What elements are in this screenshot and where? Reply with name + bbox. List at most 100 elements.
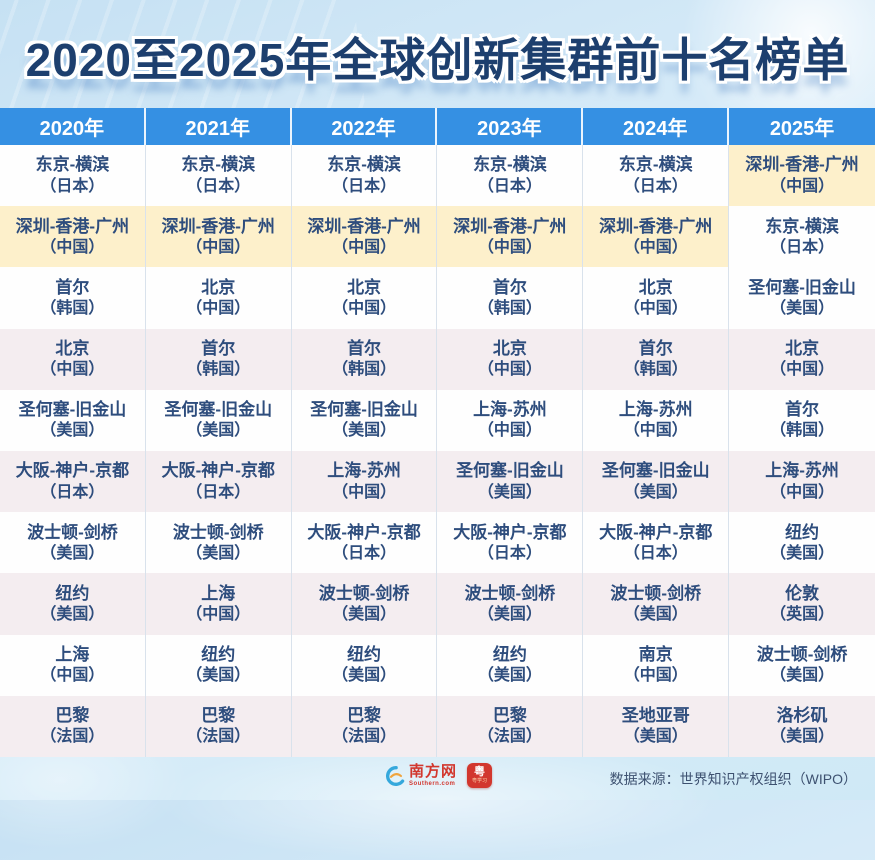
cluster-country: （韩国）	[40, 300, 105, 318]
cluster-name: 北京	[55, 339, 90, 359]
cluster-name: 纽约	[347, 644, 382, 664]
cluster-name: 东京-横滨	[35, 155, 110, 175]
table-cell-rank4-2021年: 首尔 （韩国）	[145, 328, 292, 390]
cluster-name: 首尔	[638, 339, 673, 359]
cluster-name: 波士顿-剑桥	[318, 583, 410, 603]
cluster-country: （美国）	[623, 728, 688, 746]
cluster-country: （法国）	[477, 728, 542, 746]
cluster-name: 波士顿-剑桥	[610, 583, 702, 603]
cluster-country: （中国）	[477, 361, 542, 379]
cluster-country: （中国）	[332, 238, 397, 256]
cluster-name: 东京-横滨	[327, 155, 401, 175]
cluster-country: （韩国）	[623, 361, 688, 379]
table-cell-rank3-2024年: 北京 （中国）	[583, 267, 730, 329]
southern-net-logo: 南方网 Southern.com	[386, 764, 457, 787]
cluster-country: （日本）	[186, 483, 251, 501]
table-cell-rank10-2020年: 巴黎 （法国）	[0, 695, 146, 757]
table-cell-rank4-2025年: 北京 （中国）	[729, 328, 875, 390]
cluster-name: 波士顿-剑桥	[172, 522, 264, 542]
table-cell-rank1-2025年: 深圳-香港-广州 （中国）	[729, 145, 875, 207]
cluster-country: （中国）	[40, 238, 105, 256]
cluster-country: （中国）	[40, 361, 105, 379]
cluster-name: 北京	[201, 277, 236, 297]
cluster-country: （韩国）	[186, 361, 251, 379]
cluster-country: （日本）	[332, 544, 397, 562]
table-cell-rank1-2024年: 东京-横滨 （日本）	[583, 145, 730, 207]
column-header-2020年: 2020年	[0, 108, 146, 145]
cluster-name: 上海	[201, 583, 236, 603]
cluster-country: （中国）	[332, 483, 397, 501]
cluster-name: 巴黎	[492, 706, 527, 726]
innovation-cluster-ranking-table: 2020年 2021年 2022年 2023年 2024年 2025年 东京-横滨 （日本）…	[0, 108, 875, 757]
table-cell-rank1-2023年: 东京-横滨 （日本）	[437, 145, 584, 207]
cluster-name: 圣何塞-旧金山	[164, 400, 273, 420]
cluster-name: 北京	[347, 277, 382, 297]
cluster-name: 纽约	[55, 583, 90, 603]
cluster-country: （美国）	[770, 667, 835, 685]
yuexuexi-glyph: 粤	[474, 766, 486, 778]
column-header-2025年: 2025年	[769, 118, 835, 140]
data-source-label: 数据来源：世界知识产权组织（WIPO）	[609, 770, 857, 787]
table-cell-rank10-2023年: 巴黎 （法国）	[437, 695, 584, 757]
cluster-name: 北京	[638, 277, 673, 297]
cluster-name: 巴黎	[55, 706, 90, 726]
cluster-country: （中国）	[40, 667, 105, 685]
cluster-country: （美国）	[477, 606, 542, 624]
table-cell-rank8-2022年: 波士顿-剑桥 （美国）	[291, 573, 438, 635]
table-cell-rank5-2023年: 上海-苏州 （中国）	[437, 389, 584, 451]
cluster-country: （英国）	[770, 606, 835, 624]
cluster-country: （中国）	[477, 422, 542, 440]
cluster-country: （中国）	[770, 361, 835, 379]
cluster-name: 圣何塞-旧金山	[18, 400, 127, 420]
table-cell-rank9-2021年: 纽约 （美国）	[145, 634, 292, 696]
cluster-country: （日本）	[40, 177, 105, 195]
cluster-name: 南京	[638, 644, 673, 664]
cluster-country: （中国）	[186, 300, 251, 318]
cluster-name: 伦敦	[785, 583, 820, 603]
cluster-country: （美国）	[623, 606, 688, 624]
table-cell-rank8-2020年: 纽约 （美国）	[0, 573, 146, 635]
table-cell-rank6-2022年: 上海-苏州 （中国）	[291, 450, 438, 513]
cluster-country: （中国）	[623, 238, 688, 256]
table-cell-rank3-2025年: 圣何塞-旧金山 （美国）	[729, 267, 875, 329]
cluster-name: 大阪-神户-京都	[161, 461, 275, 481]
publisher-logos: 南方网 Southern.com 粤 粤学习	[386, 763, 493, 788]
table-cell-rank3-2023年: 首尔 （韩国）	[437, 267, 584, 329]
cluster-name: 深圳-香港-广州	[161, 216, 275, 236]
cluster-name: 圣何塞-旧金山	[456, 461, 564, 481]
yuexuexi-app-icon: 粤 粤学习	[467, 763, 493, 788]
table-cell-rank5-2021年: 圣何塞-旧金山 （美国）	[145, 389, 292, 451]
cluster-country: （法国）	[332, 728, 397, 746]
table-cell-rank4-2023年: 北京 （中国）	[437, 328, 584, 390]
southern-net-swirl-icon	[386, 765, 406, 786]
table-cell-rank7-2022年: 大阪-神户-京都 （日本）	[291, 512, 438, 574]
table-cell-rank6-2021年: 大阪-神户-京都 （日本）	[145, 450, 292, 513]
column-header-2021年: 2021年	[146, 108, 292, 145]
cluster-name: 首尔	[55, 277, 90, 297]
southern-net-domain: Southern.com	[409, 780, 456, 787]
table-cell-rank5-2025年: 首尔 （韩国）	[729, 389, 875, 451]
table-cell-rank9-2020年: 上海 （中国）	[0, 634, 146, 696]
table-cell-rank4-2024年: 首尔 （韩国）	[583, 328, 730, 390]
cluster-name: 上海-苏州	[765, 461, 839, 481]
cluster-country: （日本）	[770, 238, 835, 256]
table-cell-rank10-2021年: 巴黎 （法国）	[145, 695, 292, 757]
cluster-country: （法国）	[40, 728, 105, 746]
cluster-name: 东京-横滨	[765, 216, 839, 236]
cluster-name: 纽约	[492, 644, 527, 664]
table-cell-rank8-2024年: 波士顿-剑桥 （美国）	[583, 573, 730, 635]
table-cell-rank9-2022年: 纽约 （美国）	[291, 634, 438, 696]
cluster-name: 巴黎	[347, 706, 382, 726]
table-cell-rank8-2021年: 上海 （中国）	[145, 573, 292, 635]
page-title: 2020至2025年全球创新集群前十名榜单	[25, 34, 850, 86]
cluster-country: （中国）	[623, 667, 688, 685]
table-cell-rank1-2020年: 东京-横滨 （日本）	[0, 145, 146, 207]
cluster-country: （韩国）	[477, 300, 542, 318]
cluster-country: （美国）	[186, 422, 251, 440]
cluster-country: （美国）	[477, 483, 542, 501]
cluster-country: （中国）	[477, 238, 542, 256]
table-cell-rank2-2022年: 深圳-香港-广州 （中国）	[291, 206, 438, 268]
cluster-name: 洛杉矶	[776, 706, 828, 726]
cluster-name: 波士顿-剑桥	[27, 522, 118, 542]
cluster-name: 上海-苏州	[327, 461, 401, 481]
